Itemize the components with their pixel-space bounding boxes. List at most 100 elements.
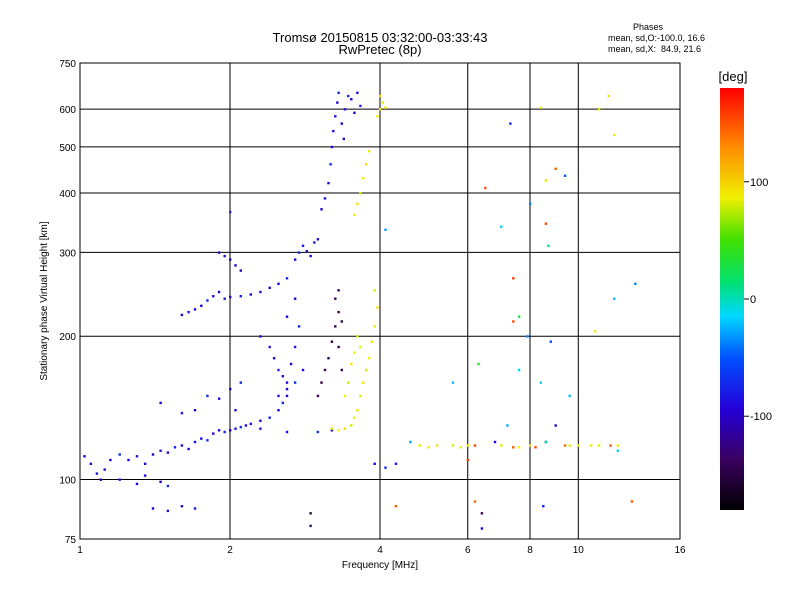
- data-point-x-red: [631, 500, 633, 502]
- data-point-o: [334, 115, 336, 117]
- data-point-o: [259, 420, 261, 422]
- colorbar-tick-label-100: 100: [750, 177, 768, 189]
- data-point-scattered: [477, 363, 479, 365]
- data-point-x: [384, 106, 386, 108]
- data-point-x: [350, 424, 352, 426]
- data-point-o: [194, 507, 196, 509]
- data-point-o: [306, 250, 308, 252]
- data-point-o: [294, 298, 296, 300]
- data-point-o: [350, 98, 352, 100]
- data-point-o: [181, 412, 183, 414]
- data-point-o: [286, 431, 288, 433]
- data-point-o: [294, 258, 296, 260]
- data-point-o: [331, 146, 333, 148]
- data-point-o: [240, 269, 242, 271]
- data-point-x-red: [564, 444, 566, 446]
- data-point-o: [152, 507, 154, 509]
- data-point-x: [356, 203, 358, 205]
- data-point-o: [286, 395, 288, 397]
- data-point-x: [347, 381, 349, 383]
- data-point-o: [234, 409, 236, 411]
- data-point-x-red: [545, 223, 547, 225]
- data-point-o: [286, 316, 288, 318]
- data-point-o: [212, 295, 214, 297]
- colorbar-tick-label-0: 0: [750, 294, 756, 306]
- data-point-x: [419, 444, 421, 446]
- data-point-o: [240, 295, 242, 297]
- data-point-o: [344, 108, 346, 110]
- x-tick-label-6: 6: [465, 545, 471, 556]
- data-point-o: [294, 346, 296, 348]
- data-point-o: [282, 402, 284, 404]
- data-point-x-red: [484, 187, 486, 189]
- data-point-o: [259, 335, 261, 337]
- data-point-o-purple: [331, 341, 333, 343]
- data-point-o: [277, 369, 279, 371]
- data-point-o-purple: [309, 512, 311, 514]
- data-point-o: [286, 277, 288, 279]
- data-point-o: [337, 92, 339, 94]
- y-tick-label-75: 75: [65, 535, 77, 546]
- data-point-x: [353, 351, 355, 353]
- data-point-x: [331, 428, 333, 430]
- data-point-o: [218, 398, 220, 400]
- data-point-o: [277, 283, 279, 285]
- data-point-x: [594, 330, 596, 332]
- data-point-scattered: [569, 395, 571, 397]
- data-point-o: [229, 296, 231, 298]
- data-point-x-red: [512, 277, 514, 279]
- data-point-o: [269, 346, 271, 348]
- data-point-x: [365, 369, 367, 371]
- data-point-scattered: [550, 341, 552, 343]
- data-point-o: [144, 463, 146, 465]
- data-point-o: [332, 130, 334, 132]
- data-point-o: [206, 299, 208, 301]
- data-point-o: [269, 417, 271, 419]
- data-point-o: [298, 251, 300, 253]
- data-point-o: [100, 479, 102, 481]
- data-point-o-purple: [337, 289, 339, 291]
- data-point-o: [313, 241, 315, 243]
- data-point-o-purple: [341, 320, 343, 322]
- data-point-x: [436, 444, 438, 446]
- data-point-o: [290, 363, 292, 365]
- data-point-scattered: [564, 175, 566, 177]
- data-point-o: [229, 258, 231, 260]
- data-point-o: [250, 423, 252, 425]
- data-point-o: [144, 474, 146, 476]
- data-point-o-purple: [317, 395, 319, 397]
- y-tick-label-600: 600: [59, 105, 76, 116]
- chart-subtitle: RwPretec (8p): [338, 42, 421, 57]
- data-point-x: [545, 179, 547, 181]
- data-point-o: [212, 432, 214, 434]
- data-point-o: [359, 105, 361, 107]
- data-point-o-purple: [327, 357, 329, 359]
- data-point-o: [159, 402, 161, 404]
- y-tick-label-200: 200: [59, 332, 76, 343]
- colorbar: [720, 88, 744, 510]
- data-point-o: [83, 455, 85, 457]
- data-point-x: [617, 444, 619, 446]
- data-point-o: [494, 441, 496, 443]
- data-point-o-purple: [341, 369, 343, 371]
- data-point-x: [344, 428, 346, 430]
- data-point-o: [481, 527, 483, 529]
- data-point-x: [379, 95, 381, 97]
- data-point-o: [229, 429, 231, 431]
- data-point-x: [459, 446, 461, 448]
- data-point-o: [136, 455, 138, 457]
- data-point-o: [395, 463, 397, 465]
- data-point-x: [518, 446, 520, 448]
- data-point-o: [200, 437, 202, 439]
- data-point-o-purple: [334, 325, 336, 327]
- data-point-x: [359, 192, 361, 194]
- data-point-x: [569, 444, 571, 446]
- data-point-o: [187, 311, 189, 313]
- data-point-x: [376, 115, 378, 117]
- data-point-x: [362, 177, 364, 179]
- data-point-x-red: [395, 505, 397, 507]
- data-point-o: [159, 481, 161, 483]
- data-point-x: [368, 150, 370, 152]
- data-point-x-red: [474, 500, 476, 502]
- data-point-x-red: [512, 320, 514, 322]
